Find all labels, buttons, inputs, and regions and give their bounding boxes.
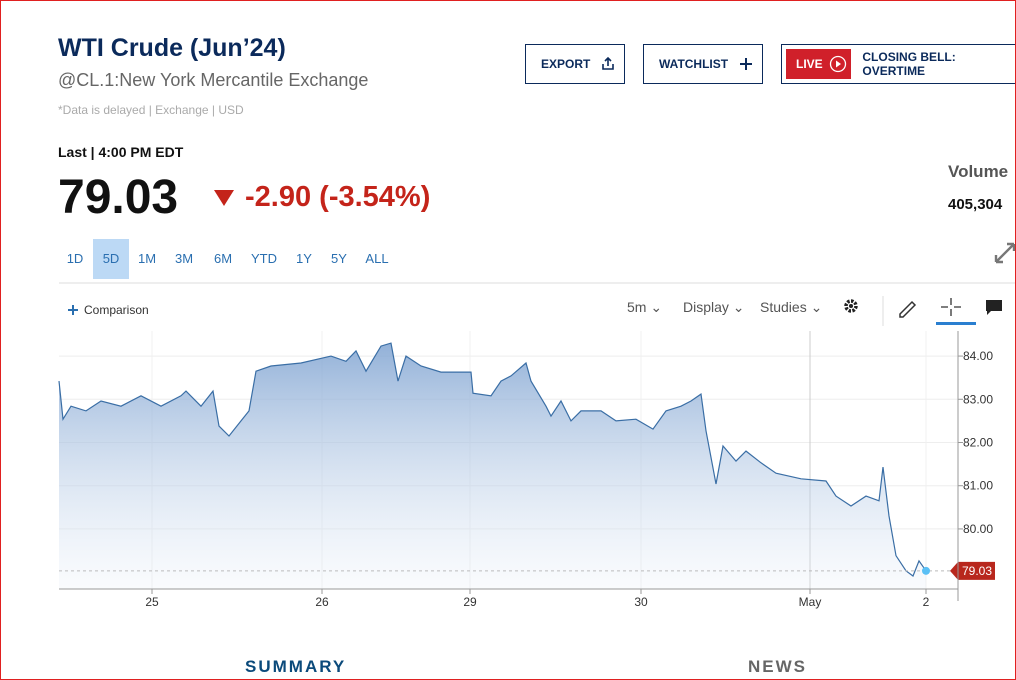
interval[interactable]: 5m ⌄ [627,299,663,315]
x-tick-label: May [799,595,822,609]
area-fill [59,343,926,589]
down-arrow [214,190,234,206]
x-tick-label: 25 [145,595,159,609]
volume: 405,304 [948,196,1003,213]
interval-label: 5m [627,299,647,315]
live-label: LIVE [796,57,823,71]
display-label: Display [683,299,729,315]
closing-bell: CLOSING BELL: OVERTIME [862,50,956,78]
watchlist-label: WATCHLIST [659,57,729,71]
price: 79.03 [58,171,179,224]
y-tick-label: 83.00 [963,392,993,406]
price-tag-label: 79.03 [962,564,992,578]
studies-label: Studies [760,299,807,315]
plus-icon [740,58,753,70]
pencil-icon[interactable] [899,300,917,318]
display-menu[interactable]: Display ⌄ [683,299,745,315]
y-tick-label: 80.00 [963,522,993,536]
note: *Data is delayed | Exchange | USD [58,103,244,117]
active-underline [936,322,976,325]
play-icon [829,55,846,73]
y-tick-label: 81.00 [963,479,993,493]
volume-label: Volume [948,162,1009,181]
y-tick-label: 84.00 [963,349,993,363]
title: WTI Crude (Jun’24) [58,34,286,62]
range-tab[interactable]: 5D [93,239,129,279]
news-tab[interactable]: NEWS [748,657,807,676]
chart-tools [844,296,1002,326]
live-button[interactable]: LIVE CLOSING BELL: OVERTIME [781,44,1015,84]
x-tick-label: 30 [634,595,648,609]
change: -2.90 (-3.54%) [245,181,431,213]
range-tab[interactable]: 1M [137,251,157,266]
comment-icon[interactable] [986,300,1002,315]
x-tick-label: 29 [463,595,477,609]
summary-tab[interactable]: SUMMARY [245,657,347,676]
range-tab[interactable]: 6M [213,251,233,266]
share-icon [602,56,615,70]
exchange: @CL.1:New York Mercantile Exchange [58,70,369,90]
settings-icon[interactable] [844,299,858,313]
x-tick-label: 26 [315,595,329,609]
x-tick-label: 2 [923,595,930,609]
crosshair-icon[interactable] [941,298,961,316]
live-badge: LIVE [786,49,852,79]
range-tab[interactable]: 1D [66,251,84,266]
price-line [58,342,927,577]
range-tab[interactable]: 1Y [296,251,312,266]
range-tab[interactable]: YTD [251,251,277,266]
range-tab[interactable]: 5Y [331,251,347,266]
export-label: EXPORT [541,57,591,71]
price-tag [950,561,995,580]
plus-icon [68,305,78,315]
y-tick-label: 82.00 [963,435,993,449]
range-tab[interactable]: ALL [365,251,389,266]
watchlist-button[interactable]: WATCHLIST [643,44,763,84]
range-tab[interactable]: 3M [174,251,194,266]
export-button[interactable]: EXPORT [525,44,625,84]
studies-menu[interactable]: Studies ⌄ [760,299,823,315]
last-label: Last | 4:00 PM EDT [58,144,184,160]
expand-icon[interactable] [993,239,1016,265]
last-point [922,566,930,575]
comparison[interactable]: Comparison [84,303,149,317]
